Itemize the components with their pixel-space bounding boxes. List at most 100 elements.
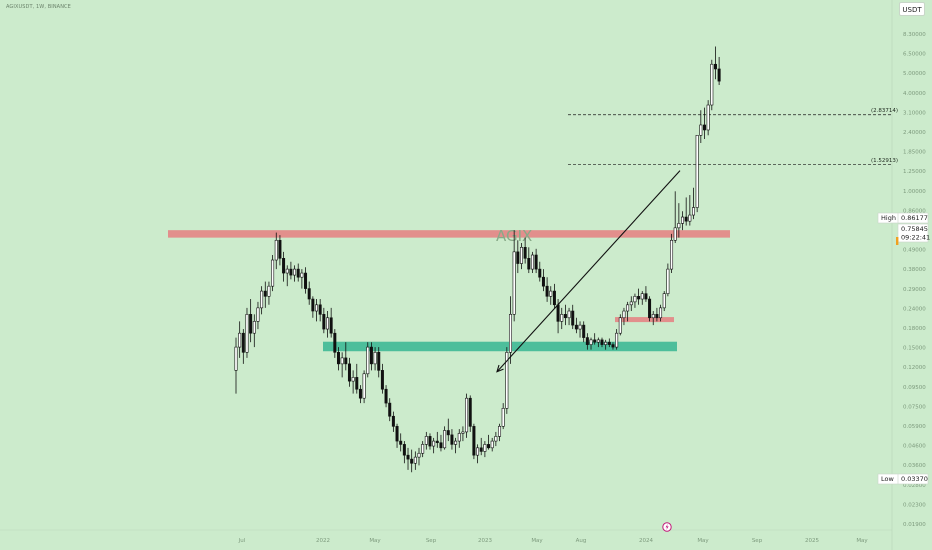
candle xyxy=(450,429,454,450)
candle xyxy=(604,339,608,350)
candle xyxy=(278,235,282,266)
price-tick-label: 4.00000 xyxy=(903,91,926,97)
price-tick-label: 0.04600 xyxy=(903,444,926,450)
symbol-title: AGIXUSDT, 1W, BINANCE xyxy=(6,4,71,10)
candle xyxy=(487,434,491,450)
candle xyxy=(710,59,714,111)
time-tick-label: May xyxy=(856,538,868,544)
price-tick-label: 0.09500 xyxy=(903,385,926,391)
low-price-tag: Low 0.03370 xyxy=(877,473,929,485)
zone-resistance[interactable] xyxy=(168,230,730,238)
candle xyxy=(461,426,465,442)
zones xyxy=(168,230,730,352)
candle xyxy=(293,265,297,282)
candle xyxy=(454,437,458,454)
high-tag-value: 0.86177 xyxy=(901,214,928,222)
low-tag-value: 0.03370 xyxy=(901,475,928,483)
candle xyxy=(468,395,472,432)
price-tick-label: 5.00000 xyxy=(903,71,926,77)
candle xyxy=(252,314,256,348)
candle xyxy=(421,441,425,458)
candle xyxy=(282,251,286,282)
candle xyxy=(699,110,703,143)
candle xyxy=(329,307,333,338)
candle xyxy=(589,337,593,350)
candle xyxy=(267,281,271,305)
price-tick-label: 3.10000 xyxy=(903,110,926,116)
candle xyxy=(274,232,278,270)
time-tick-label: 2025 xyxy=(805,538,819,544)
candle xyxy=(318,299,322,322)
candle xyxy=(245,307,249,358)
candle xyxy=(498,423,502,442)
trendline-arrow[interactable] xyxy=(496,170,681,373)
candle xyxy=(637,288,641,305)
candle xyxy=(391,411,395,432)
candle xyxy=(435,431,439,448)
candle xyxy=(413,451,417,470)
candle xyxy=(300,269,304,289)
time-axis[interactable]: Jul 2022 May Sep 2023 May Aug 2024 May Sep 2025 May xyxy=(238,538,869,544)
candle xyxy=(644,286,648,302)
candle xyxy=(285,265,289,287)
candle xyxy=(369,342,373,371)
candle xyxy=(512,230,516,322)
candle xyxy=(651,311,655,326)
candle xyxy=(582,321,586,343)
candle xyxy=(688,195,692,226)
candle xyxy=(263,281,267,308)
candle xyxy=(600,337,604,348)
candle xyxy=(355,363,359,394)
candle xyxy=(417,447,421,466)
time-tick-label: May xyxy=(531,538,543,544)
high-tag-label: High xyxy=(881,214,896,222)
price-tick-label: 0.15000 xyxy=(903,346,926,352)
zone-support[interactable] xyxy=(323,341,677,352)
candle xyxy=(691,187,695,220)
candle xyxy=(596,337,600,348)
candle xyxy=(490,437,494,452)
candle xyxy=(684,197,688,226)
candle xyxy=(399,433,403,452)
candle xyxy=(322,307,326,334)
candle xyxy=(607,338,611,348)
candle xyxy=(673,191,677,244)
level-label: (2.83714) xyxy=(871,108,898,114)
candle xyxy=(325,311,329,338)
candle xyxy=(439,434,443,452)
candle xyxy=(545,277,549,302)
last-price-marker xyxy=(896,237,899,245)
time-tick-label: 2024 xyxy=(639,538,653,544)
price-tick-label: 0.02800 xyxy=(903,483,926,489)
candle xyxy=(534,248,538,274)
price-axis[interactable]: 8.30000 6.50000 5.00000 4.00000 3.10000 2.400… xyxy=(903,32,926,528)
candle xyxy=(505,347,509,414)
candle xyxy=(585,333,589,350)
candle xyxy=(358,385,362,404)
candle xyxy=(593,333,597,345)
candle xyxy=(574,317,578,334)
candle xyxy=(234,337,238,394)
candle xyxy=(640,291,644,305)
price-tick-label: 0.49000 xyxy=(903,248,926,254)
candle xyxy=(633,293,637,308)
candle xyxy=(311,296,315,318)
zone-minor-resistance[interactable] xyxy=(615,317,674,323)
candle xyxy=(410,449,414,473)
currency-selector[interactable]: USDT xyxy=(899,2,925,16)
candle xyxy=(238,321,242,358)
levels: (2.83714) (1.52913) xyxy=(568,108,898,166)
candle xyxy=(662,291,666,312)
trendline[interactable] xyxy=(496,170,681,373)
time-tick-label: May xyxy=(697,538,709,544)
price-tick-label: 6.50000 xyxy=(903,52,926,58)
candle xyxy=(402,441,406,464)
flash-icon[interactable] xyxy=(662,522,672,532)
candle xyxy=(508,296,512,364)
candle xyxy=(260,286,264,315)
price-tick-label: 0.05900 xyxy=(903,424,926,430)
candle xyxy=(618,314,622,336)
candle xyxy=(340,352,344,378)
